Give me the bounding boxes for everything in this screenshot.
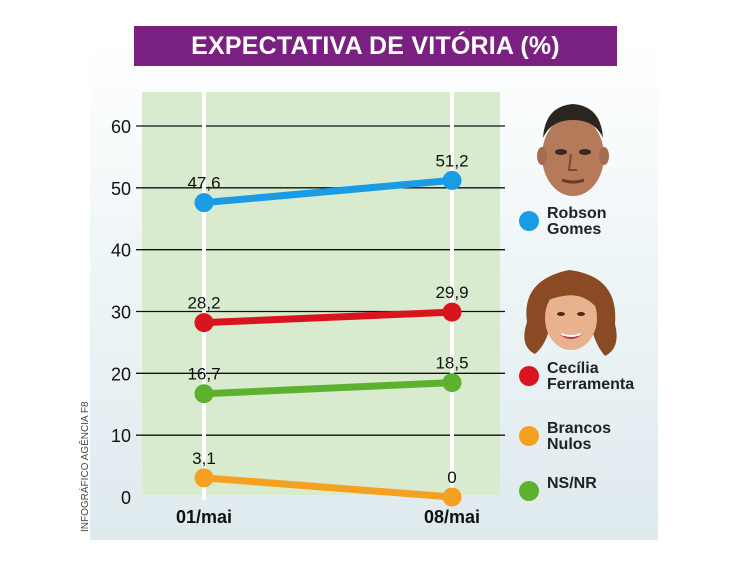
y-tick-label-0: 0	[121, 488, 131, 508]
data-label-robson-1: 51,2	[435, 151, 468, 170]
series-nsnr: 16,7 18,5	[187, 354, 469, 404]
data-point-cecilia-0	[194, 313, 214, 333]
robson-gomes-photo	[537, 104, 609, 196]
data-label-nsnr-1: 18,5	[435, 354, 468, 373]
series-line-robson	[200, 176, 456, 207]
legend-label-brancos: Brancos Nulos	[547, 420, 612, 453]
y-tick-label-20: 20	[111, 364, 131, 384]
x-tick-label-0: 01/mai	[176, 507, 232, 527]
legend-label-nsnr: NS/NR	[547, 475, 597, 492]
chart-title: EXPECTATIVA DE VITÓRIA (%)	[134, 26, 617, 66]
y-tick-label-10: 10	[111, 426, 131, 446]
series-robson: 47,6 51,2	[187, 151, 469, 213]
series-line-brancos	[200, 474, 456, 501]
data-point-nsnr-1	[442, 373, 462, 393]
legend-marker-cecilia	[519, 366, 539, 386]
data-point-brancos-0	[194, 468, 214, 488]
data-label-cecilia-1: 29,9	[435, 283, 468, 302]
data-label-cecilia-0: 28,2	[187, 294, 220, 313]
legend-item-robson: Robson Gomes	[519, 206, 647, 238]
data-label-brancos-0: 3,1	[192, 449, 216, 468]
data-point-nsnr-0	[194, 384, 214, 404]
series-cecilia: 28,2 29,9	[187, 283, 469, 333]
series-line-nsnr	[200, 379, 456, 398]
data-point-robson-1	[442, 170, 462, 190]
data-point-robson-0	[194, 193, 214, 213]
y-tick-label-50: 50	[111, 179, 131, 199]
data-label-brancos-1: 0	[447, 468, 456, 487]
data-label-nsnr-0: 16,7	[187, 365, 220, 384]
cecilia-ferramenta-photo	[524, 270, 617, 356]
data-label-robson-0: 47,6	[187, 174, 220, 193]
y-tick-label-60: 60	[111, 117, 131, 137]
legend-marker-robson	[519, 211, 539, 231]
data-point-cecilia-1	[442, 302, 462, 322]
x-tick-label-1: 08/mai	[424, 507, 480, 527]
series-line-cecilia	[200, 308, 456, 327]
legend-marker-nsnr	[519, 481, 539, 501]
y-tick-label-30: 30	[111, 303, 131, 323]
legend-item-cecilia: Cecília Ferramenta	[519, 361, 647, 393]
legend-item-brancos: Brancos Nulos	[519, 421, 647, 453]
data-point-brancos-1	[442, 487, 462, 507]
legend-marker-brancos	[519, 426, 539, 446]
legend-item-nsnr: NS/NR	[519, 476, 647, 501]
y-tick-label-40: 40	[111, 241, 131, 261]
series-brancos: 3,10	[192, 449, 462, 507]
legend-label-cecilia: Cecília Ferramenta	[547, 360, 635, 393]
legend-label-robson: Robson Gomes	[547, 205, 607, 238]
plot-area	[142, 92, 500, 495]
